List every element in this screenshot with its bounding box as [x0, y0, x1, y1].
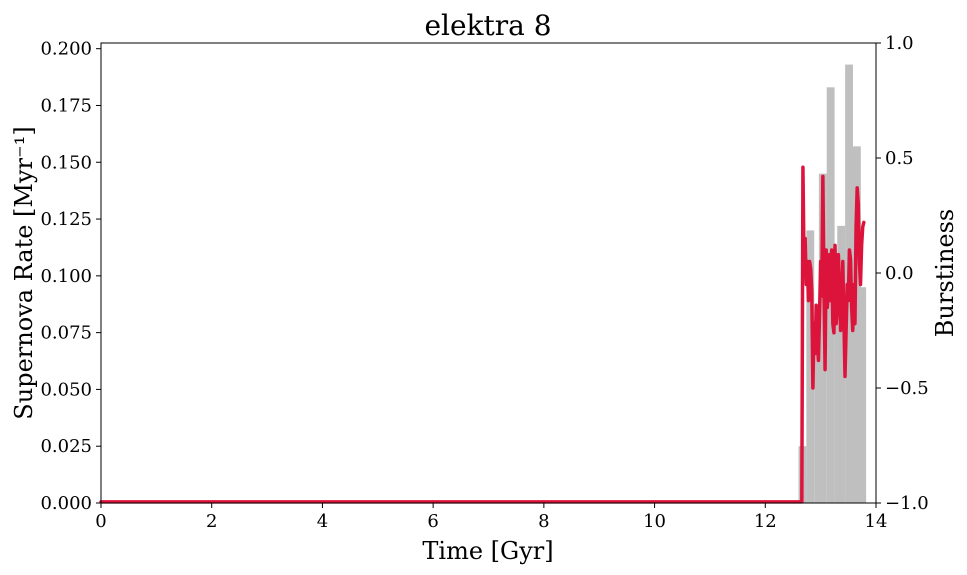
plot-frame: [100, 42, 877, 504]
y-tick-label-2: 0.050: [40, 379, 92, 400]
y-axis-left: 0.000 0.025 0.050 0.075 0.100 0.125 0.150 0.175…: [40, 39, 101, 514]
x-tick-label-4: 8: [538, 511, 549, 532]
y-tick-label-1: 0.025: [40, 436, 92, 457]
x-tick-label-7: 14: [865, 511, 888, 532]
chart-title: elektra 8: [424, 9, 551, 42]
x-axis-label: Time [Gyr]: [422, 537, 553, 565]
y2-tick-label-1: −0.5: [885, 378, 929, 399]
histogram-bar-3: [818, 173, 827, 503]
burstiness-line: [99, 165, 866, 504]
y2-axis-label: Burstiness: [931, 209, 959, 338]
histogram-bar-9: [858, 287, 867, 503]
y2-tick-label-0: −1.0: [885, 493, 929, 514]
histogram-bar-1: [806, 230, 815, 503]
y-tick-label-7: 0.175: [40, 95, 92, 116]
x-tick-label-6: 12: [754, 511, 777, 532]
histogram-bar-6: [837, 225, 846, 503]
y-axis-right: −1.0 −0.5 0.0 0.5 1.0: [876, 33, 929, 514]
y2-tick-label-2: 0.0: [885, 263, 914, 284]
histogram-bar-8: [852, 146, 861, 503]
y2-tick-label-4: 1.0: [885, 33, 914, 54]
histogram-bar-2: [814, 321, 823, 503]
y-tick-label-6: 0.150: [40, 152, 92, 173]
x-tick-label-5: 10: [643, 511, 666, 532]
y-axis-label: Supernova Rate [Myr⁻¹]: [10, 126, 38, 419]
y2-tick-label-3: 0.5: [885, 148, 914, 169]
y-tick-label-3: 0.075: [40, 323, 92, 344]
x-tick-label-3: 6: [427, 511, 438, 532]
burstiness-series: [99, 165, 866, 504]
y-tick-label-5: 0.125: [40, 209, 92, 230]
x-tick-label-2: 4: [317, 511, 328, 532]
y-tick-label-4: 0.100: [40, 266, 92, 287]
y-tick-label-0: 0.000: [40, 493, 92, 514]
x-tick-label-0: 0: [95, 511, 106, 532]
x-tick-label-1: 2: [206, 511, 217, 532]
x-axis: 0 2 4 6 8 10 12 14: [95, 503, 887, 532]
y-tick-label-8: 0.200: [40, 39, 92, 60]
